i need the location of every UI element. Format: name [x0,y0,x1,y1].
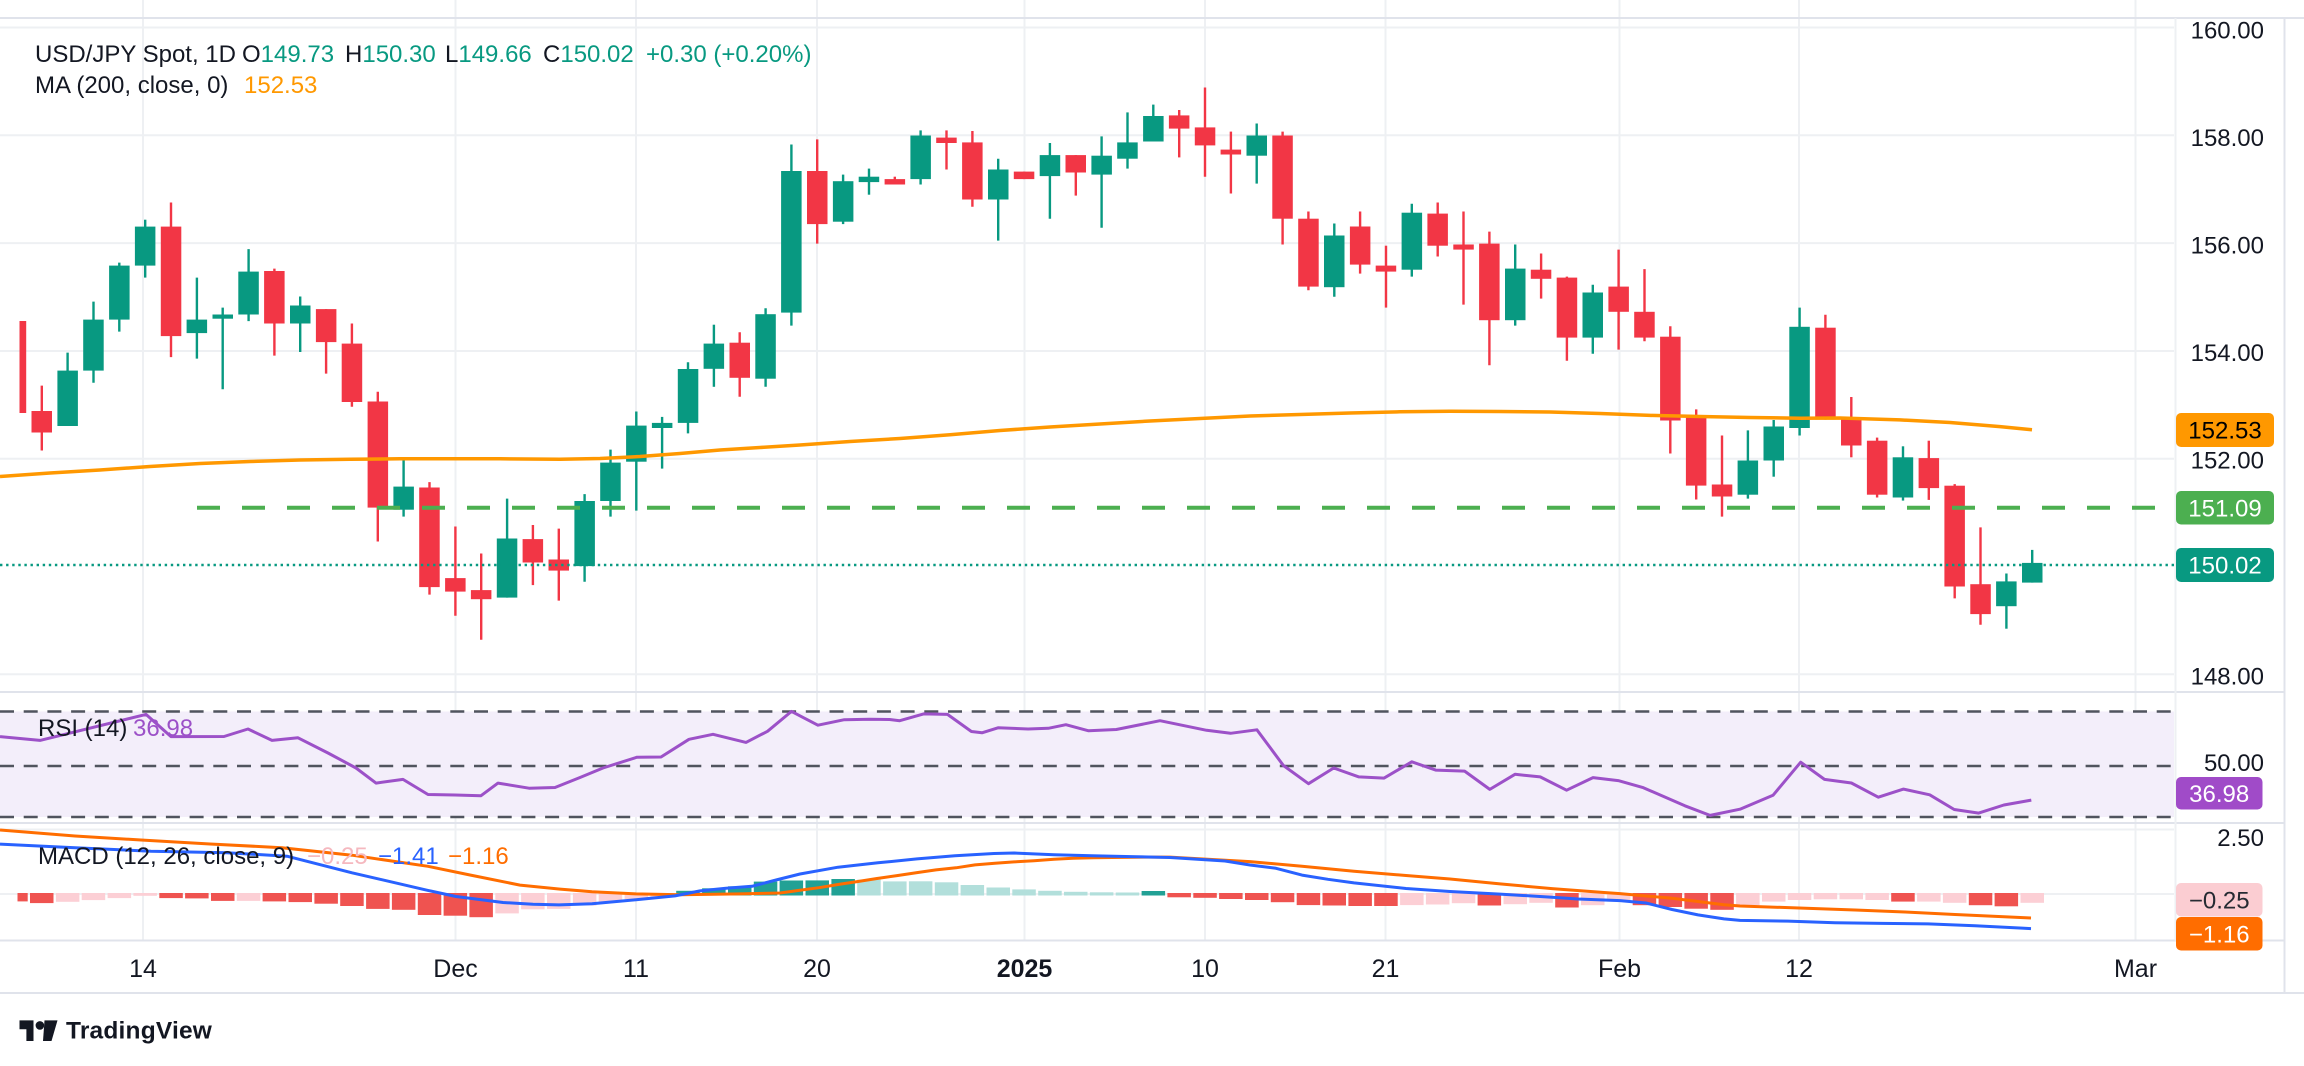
svg-text:20: 20 [803,955,831,983]
svg-text:TradingView: TradingView [66,1018,213,1045]
svg-text:160.00: 160.00 [2191,18,2264,45]
svg-text:156.00: 156.00 [2191,233,2264,260]
svg-text:Dec: Dec [433,955,477,983]
svg-text:50.00: 50.00 [2204,750,2264,777]
svg-text:21: 21 [1372,955,1400,983]
svg-text:154.00: 154.00 [2191,340,2264,367]
svg-text:MA (200, close, 0)152.53: MA (200, close, 0) 152.53 [35,72,317,99]
svg-text:152.00: 152.00 [2191,448,2264,475]
svg-text:14: 14 [129,955,157,983]
svg-text:152.53: 152.53 [2188,418,2261,445]
svg-text:Feb: Feb [1598,955,1641,983]
svg-text:RSI (14)36.98: RSI (14) 36.98 [38,715,193,742]
svg-text:10: 10 [1191,955,1219,983]
svg-text:148.00: 148.00 [2191,664,2264,691]
svg-text:151.09: 151.09 [2188,495,2261,522]
svg-text:Mar: Mar [2114,955,2157,983]
svg-text:158.00: 158.00 [2191,125,2264,152]
svg-text:−1.16: −1.16 [2189,921,2250,948]
svg-text:MACD (12, 26, close, 9)−0.25−1: MACD (12, 26, close, 9) −0.25 −1.41 −1.16 [38,843,509,870]
svg-text:2.50: 2.50 [2217,825,2264,852]
svg-text:2025: 2025 [997,955,1053,983]
svg-text:−0.25: −0.25 [2189,887,2250,914]
svg-text:36.98: 36.98 [2189,781,2249,808]
svg-text:11: 11 [623,955,649,983]
svg-text:12: 12 [1785,955,1813,983]
svg-text:150.02: 150.02 [2188,553,2261,580]
